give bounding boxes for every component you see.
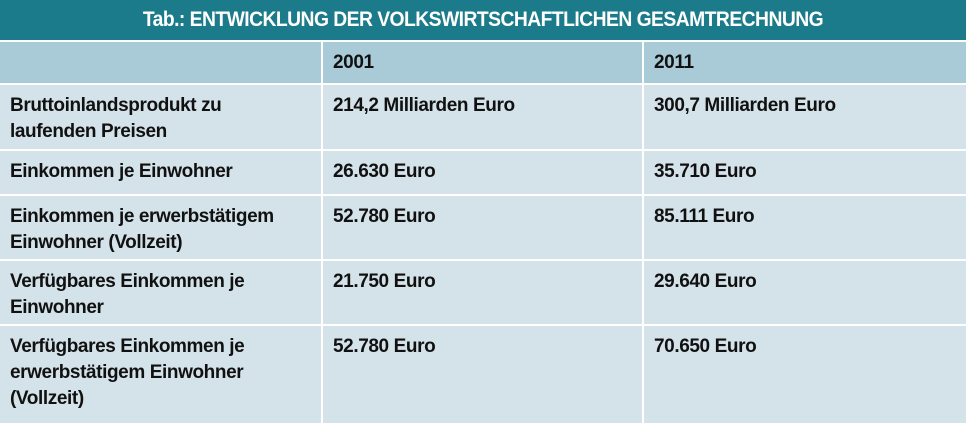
table-cell: 70.650 Euro [654, 336, 757, 357]
row-label: Einkommen je Einwohner [0, 151, 323, 194]
table-row: Bruttoinlandsprodukt zu laufenden Preise… [0, 85, 966, 151]
table-cell: 21.750 Euro [323, 261, 644, 324]
table-body: 2001 2011 Bruttoinlandsprodukt zu laufende… [0, 42, 966, 425]
row-label: Einkommen je erwerbstätigem Einwohner (V… [0, 196, 323, 259]
table-cell: 52.780 Euro [323, 326, 644, 423]
header-cell: 2001 [323, 42, 644, 83]
table-cell: 29.640 Euro [654, 271, 757, 292]
table-cell: 300,7 Milliarden Euro [654, 95, 836, 116]
row-label: Verfügbares Einkommen je erwerbstätigem … [0, 326, 323, 423]
row-label: Verfügbares Einkommen je Einwohner [0, 261, 323, 324]
table-row: Einkommen je Einwohner 26.630 Euro 35.710 … [0, 151, 966, 196]
table-title: Tab.: ENTWICKLUNG DER VOLKSWIRTSCHAFTLIC… [38, 0, 928, 40]
table-cell: 214,2 Milliarden Euro [323, 85, 644, 149]
header-cell [0, 42, 323, 83]
table-cell: 26.630 Euro [323, 151, 644, 194]
row-label: Bruttoinlandsprodukt zu laufenden Preise… [0, 85, 323, 149]
table-cell: 85.111 Euro [654, 206, 755, 227]
header-row: 2001 2011 [0, 42, 966, 85]
table-row: Verfügbares Einkommen je erwerbstätigem … [0, 326, 966, 425]
table-row: Einkommen je erwerbstätigem Einwohner (V… [0, 196, 966, 261]
title-bar: Tab.: ENTWICKLUNG DER VOLKSWIRTSCHAFTLIC… [0, 0, 966, 42]
table-cell: 35.710 Euro [654, 161, 757, 182]
table-cell: 52.780 Euro [323, 196, 644, 259]
header-cell: 2011 [654, 52, 694, 73]
table-row: Verfügbares Einkommen je Einwohner 21.750… [0, 261, 966, 326]
